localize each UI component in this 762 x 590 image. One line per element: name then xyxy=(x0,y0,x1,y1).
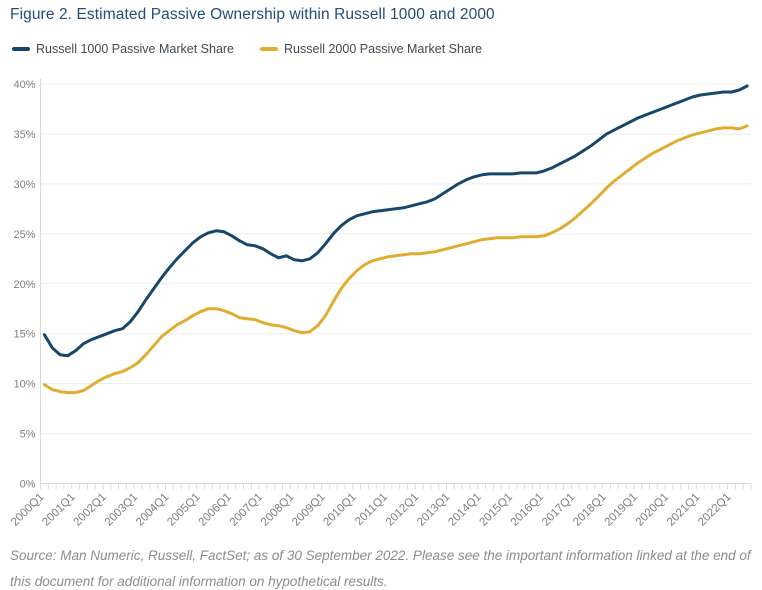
x-tick-label: 2004Q1 xyxy=(134,491,171,528)
legend-item-russell-2000: Russell 2000 Passive Market Share xyxy=(260,42,482,56)
x-tick-label: 2002Q1 xyxy=(72,491,109,528)
figure-title: Figure 2. Estimated Passive Ownership wi… xyxy=(10,6,495,23)
x-tick-label: 2007Q1 xyxy=(228,491,265,528)
x-tick-label: 2018Q1 xyxy=(571,491,608,528)
x-tick-label: 2001Q1 xyxy=(40,491,77,528)
x-axis-labels: 2000Q12001Q12002Q12003Q12004Q12005Q12006… xyxy=(9,491,734,528)
legend-item-russell-1000: Russell 1000 Passive Market Share xyxy=(12,42,234,56)
y-tick-label: 35% xyxy=(13,129,35,141)
y-tick-label: 5% xyxy=(20,429,36,441)
x-tick-label: 2011Q1 xyxy=(353,491,390,528)
russell-1000-line-swatch-icon xyxy=(12,47,30,51)
y-tick-label: 10% xyxy=(13,379,35,391)
x-tick-label: 2021Q1 xyxy=(665,491,702,528)
x-tick-label: 2019Q1 xyxy=(602,491,639,528)
x-tick-label: 2015Q1 xyxy=(478,491,515,528)
y-tick-label: 20% xyxy=(13,279,35,291)
chart-area: 0% 5% 10% 15% 20% 25% 30% 35% 40% 2000Q1 2001Q1 200… xyxy=(0,70,762,540)
series-line-russell-1000 xyxy=(42,84,749,358)
y-tick-label: 30% xyxy=(13,179,35,191)
chart-legend: Russell 1000 Passive Market Share Russel… xyxy=(12,42,482,56)
x-tick-label: 2017Q1 xyxy=(540,491,577,528)
y-tick-label: 25% xyxy=(13,229,35,241)
legend-label-russell-2000: Russell 2000 Passive Market Share xyxy=(284,42,483,56)
gridlines xyxy=(40,83,751,435)
passive-ownership-line-chart: 0%5%10%15%20%25%30%35%40%2000Q12001Q1200… xyxy=(9,79,752,529)
x-tick-label: 2010Q1 xyxy=(321,491,358,528)
source-note: Source: Man Numeric, Russell, FactSet; a… xyxy=(10,548,751,590)
x-axis-ticks xyxy=(40,483,752,490)
x-tick-label: 2022Q1 xyxy=(696,491,733,528)
x-tick-label: 2016Q1 xyxy=(509,491,546,528)
russell-2000-line-swatch-icon xyxy=(260,47,279,51)
x-tick-label: 2003Q1 xyxy=(103,491,140,528)
x-tick-label: 2020Q1 xyxy=(634,491,671,528)
y-tick-label: 40% xyxy=(13,79,35,91)
x-tick-label: 2006Q1 xyxy=(196,491,233,528)
y-tick-label: 0% xyxy=(20,479,36,491)
y-tick-label: 15% xyxy=(13,329,35,341)
y-axis-labels: 0% 5% 10% 15% 20% 25% 30% 35% 40% xyxy=(13,79,35,491)
x-tick-label: 2014Q1 xyxy=(446,491,483,528)
legend-label-russell-1000: Russell 1000 Passive Market Share xyxy=(36,42,235,56)
x-tick-label: 2009Q1 xyxy=(290,491,327,528)
x-tick-label: 2012Q1 xyxy=(384,491,421,528)
x-tick-label: 2013Q1 xyxy=(415,491,452,528)
x-tick-label: 2005Q1 xyxy=(165,491,202,528)
series-line-russell-2000 xyxy=(42,124,749,395)
x-tick-label: 2008Q1 xyxy=(259,491,296,528)
x-tick-label: 2000Q1 xyxy=(9,491,46,528)
